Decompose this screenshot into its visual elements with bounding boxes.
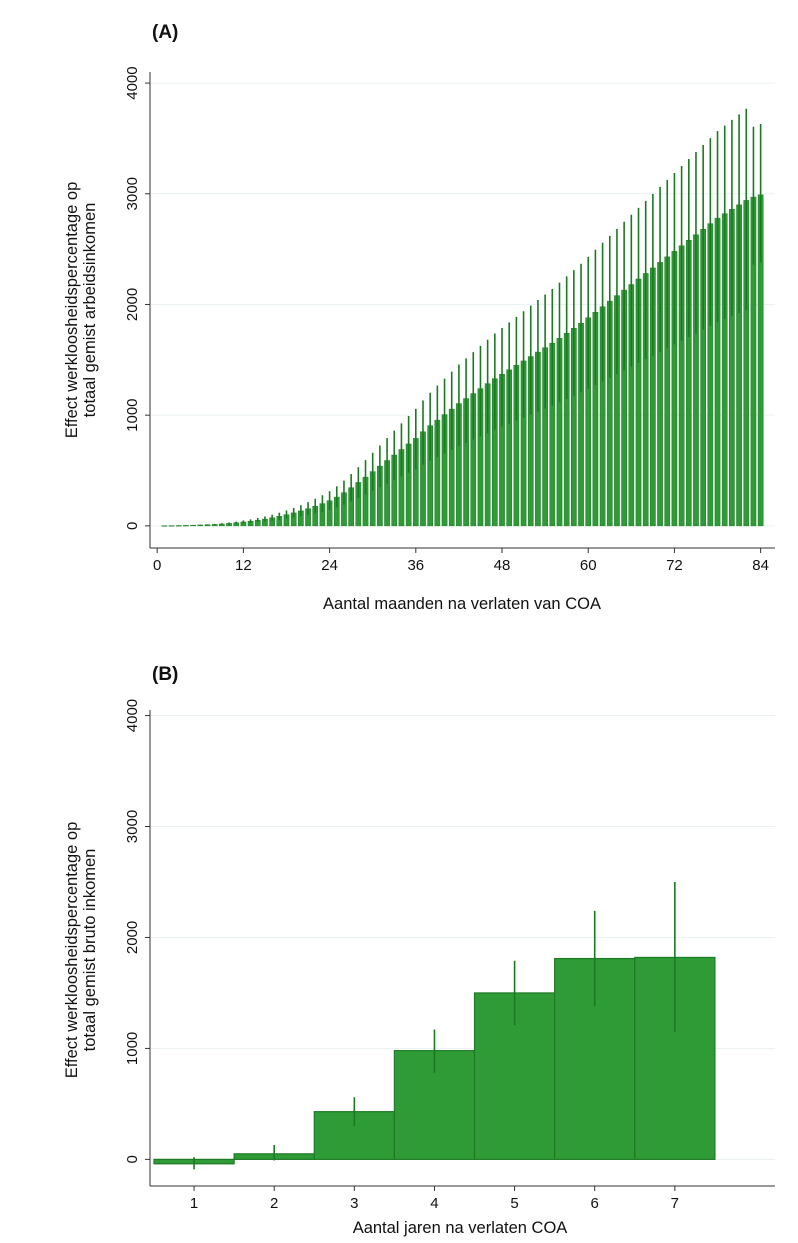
panelB-x-tick-label-6: 6	[591, 1195, 599, 1212]
panelB-x-tick-label-4: 4	[430, 1195, 438, 1212]
panelB-x-tick-label-2: 2	[270, 1195, 278, 1212]
panel-b-x-axis-title: Aantal jaren na verlaten COA	[353, 1219, 568, 1237]
panel-a-x-axis-title: Aantal maanden na verlaten van COA	[323, 595, 601, 613]
panelB-x-tick-label-5: 5	[510, 1195, 518, 1212]
panelA-y-tick-label-2000: 2000	[124, 288, 141, 321]
panelA-y-tick-label-4000: 4000	[124, 66, 141, 99]
panelA-y-tick-label-3000: 3000	[124, 177, 141, 210]
panel-b-label: (B)	[152, 664, 178, 685]
panelA-y-tick-label-0: 0	[124, 522, 141, 530]
panelB-y-tick-label-0: 0	[124, 1155, 141, 1163]
panel-a-error-bars	[163, 108, 762, 526]
panel-a-y-axis-title-line1: Effect werkloosheidspercentage op	[63, 182, 81, 439]
panel-b-y-axis-title-line2: totaal gemist bruto inkomen	[81, 849, 99, 1052]
panel-a-bars	[161, 194, 764, 527]
panel-b-y-ticks: 0 1000 2000 3000 4000	[124, 699, 150, 1164]
panelA-y-tick-label-1000: 1000	[124, 398, 141, 431]
panel-b: (B) 0 1000 2000 3000 4000 1 2 3 4 5 6 7 Aantal jar…	[63, 664, 775, 1237]
panelA-x-tick-label-48: 48	[494, 557, 511, 574]
panelB-x-tick-label-3: 3	[350, 1195, 358, 1212]
panelB-y-tick-label-1000: 1000	[124, 1032, 141, 1065]
panelB-y-tick-label-2000: 2000	[124, 921, 141, 954]
panelB-x-tick-label-7: 7	[671, 1195, 679, 1212]
panelA-x-tick-label-84: 84	[752, 557, 769, 574]
panel-a-y-ticks: 0 1000 2000 3000 4000	[124, 66, 150, 530]
panel-a-label: (A)	[152, 22, 178, 43]
panelA-x-tick-label-36: 36	[407, 557, 424, 574]
panel-a-gridlines	[151, 82, 775, 527]
panel-a-x-ticks: 0 12 24 36 48 60 72 84	[153, 548, 769, 574]
panelB-x-tick-label-1: 1	[190, 1195, 198, 1212]
panelB-y-tick-label-3000: 3000	[124, 810, 141, 843]
panelA-x-tick-label-60: 60	[580, 557, 597, 574]
panelA-x-tick-label-72: 72	[666, 557, 683, 574]
panel-b-error-bars	[193, 881, 676, 1170]
panelA-x-tick-label-12: 12	[235, 557, 252, 574]
panel-b-x-ticks: 1 2 3 4 5 6 7	[190, 1186, 679, 1212]
panelB-y-tick-label-4000: 4000	[124, 699, 141, 732]
panel-b-y-axis-title-line1: Effect werkloosheidspercentage op	[63, 822, 81, 1079]
panel-a: (A) 0 1000 2000 3000 4000 0 12 24 36 48 60 72 84 Aa…	[63, 22, 775, 613]
panel-a-y-axis-title-line2: totaal gemist arbeidsinkomen	[81, 203, 99, 418]
panelA-x-tick-label-24: 24	[321, 557, 338, 574]
panelA-x-tick-label-0: 0	[153, 557, 161, 574]
panel-b-bars	[153, 956, 716, 1165]
